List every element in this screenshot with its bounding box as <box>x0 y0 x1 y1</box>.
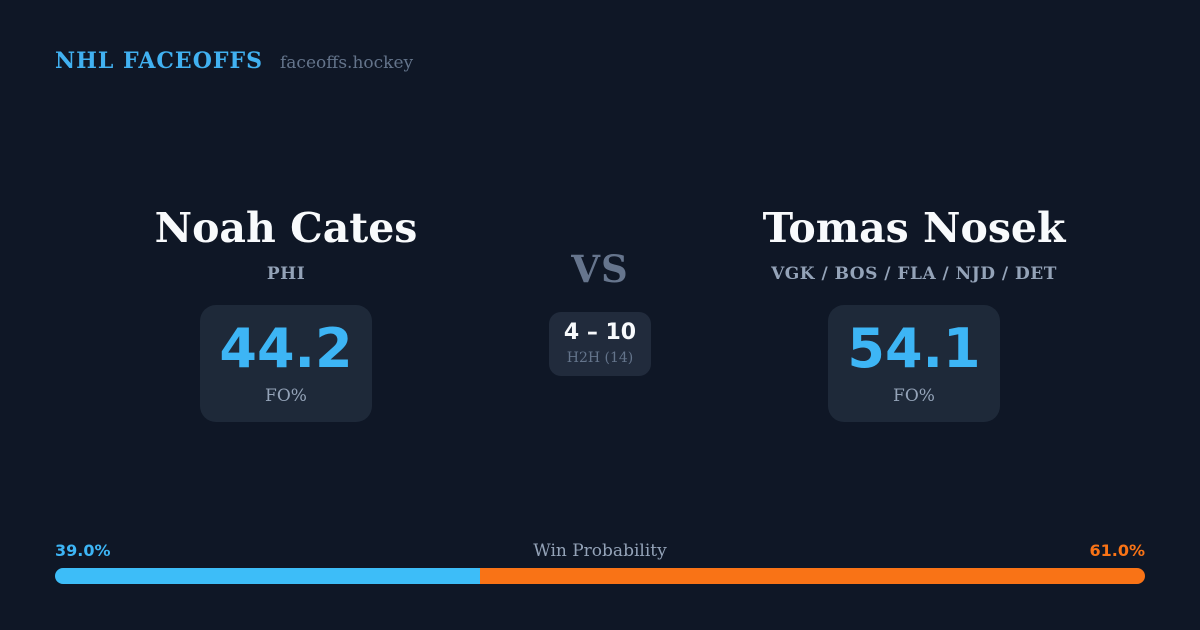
winprob-bar-left-segment <box>55 568 481 584</box>
header: NHL FACEOFFS faceoffs.hockey <box>55 48 413 74</box>
player-right-name: Tomas Nosek <box>762 204 1066 252</box>
h2h-label: H2H (14) <box>566 350 634 366</box>
player-right-stat-label: FO% <box>893 385 935 406</box>
player-left-column: Noah Cates PHI 44.2 FO% <box>96 204 476 423</box>
player-left-stat-value: 44.2 <box>219 316 353 380</box>
player-left-name: Noah Cates <box>154 204 418 252</box>
player-right-stat-card: 54.1 FO% <box>828 305 1000 423</box>
winprob-labels-row: 39.0% Win Probability 61.0% <box>55 541 1145 561</box>
vs-label: VS <box>571 247 629 291</box>
h2h-score: 4 – 10 <box>563 320 637 345</box>
player-right-teams: VGK / BOS / FLA / NJD / DET <box>771 264 1057 285</box>
center-column: VS 4 – 10 H2H (14) <box>549 251 651 376</box>
winprob-right-pct: 61.0% <box>1089 541 1145 560</box>
player-left-stat-card: 44.2 FO% <box>200 305 372 423</box>
player-left-stat-label: FO% <box>265 385 307 406</box>
player-left-teams: PHI <box>266 264 306 285</box>
winprob-title: Win Probability <box>533 541 667 561</box>
winprob-bar <box>55 568 1145 584</box>
h2h-card: 4 – 10 H2H (14) <box>549 312 651 376</box>
player-right-column: Tomas Nosek VGK / BOS / FLA / NJD / DET … <box>724 204 1104 423</box>
player-right-stat-value: 54.1 <box>847 316 981 380</box>
brand-title: NHL FACEOFFS <box>55 48 263 74</box>
site-url: faceoffs.hockey <box>280 53 414 73</box>
winprob-left-pct: 39.0% <box>55 541 111 560</box>
winprob-bar-right-segment <box>480 568 1145 584</box>
